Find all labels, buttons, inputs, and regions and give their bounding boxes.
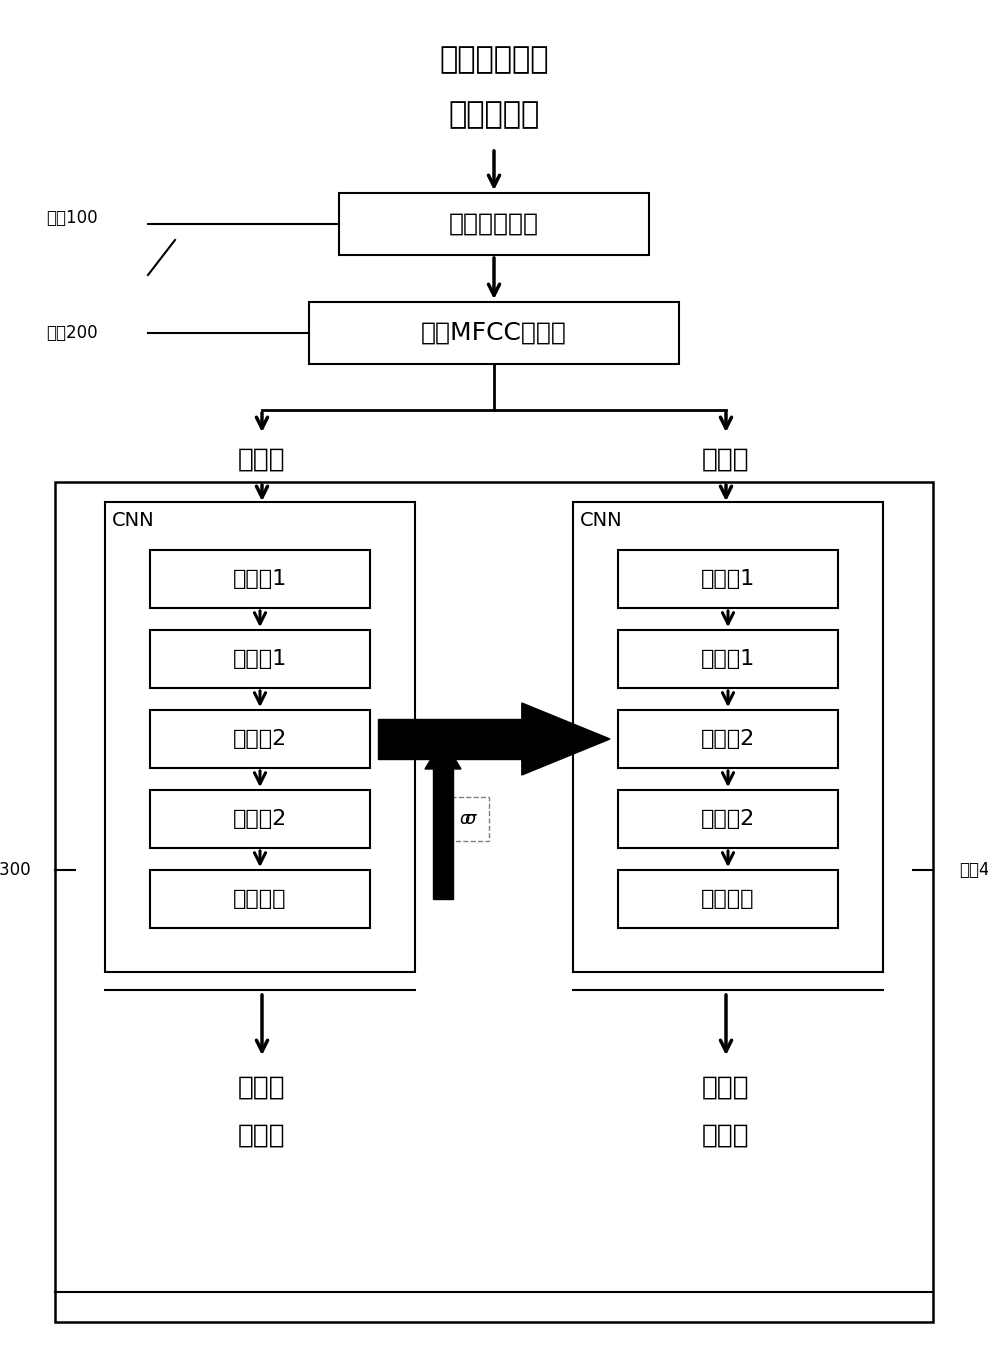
Bar <box>150 630 370 688</box>
Bar <box>618 790 838 848</box>
Bar <box>55 483 933 1322</box>
Text: 卷积刲2: 卷积刲2 <box>233 729 288 749</box>
Bar <box>309 302 679 364</box>
Bar <box>150 790 370 848</box>
Polygon shape <box>425 740 461 770</box>
Bar <box>339 193 649 256</box>
Text: 池化刲2: 池化刲2 <box>700 809 755 828</box>
Text: 输出数: 输出数 <box>702 1074 750 1100</box>
Text: 提取MFCC特征量: 提取MFCC特征量 <box>421 321 567 344</box>
Text: 步骤300: 步骤300 <box>0 861 31 879</box>
Text: 池化刲1: 池化刲1 <box>700 649 755 668</box>
Text: 卷积刲1: 卷积刲1 <box>233 569 288 589</box>
Bar <box>618 709 838 768</box>
Bar <box>618 550 838 608</box>
Bar <box>618 869 838 928</box>
Bar <box>150 709 370 768</box>
Text: 测试集: 测试集 <box>702 447 750 473</box>
Text: σ: σ <box>459 811 470 828</box>
Text: CNN: CNN <box>112 510 154 529</box>
Text: 降采样预处理: 降采样预处理 <box>449 212 539 236</box>
Text: 步骤200: 步骤200 <box>46 324 98 342</box>
Text: 池化刲1: 池化刲1 <box>233 649 288 668</box>
Bar <box>573 502 883 972</box>
Text: 卷积刲2: 卷积刲2 <box>700 729 755 749</box>
Text: 据类型: 据类型 <box>238 1124 286 1150</box>
Bar <box>105 502 415 972</box>
Text: 全连接层: 全连接层 <box>233 889 287 909</box>
Bar <box>433 770 453 899</box>
Bar <box>150 869 370 928</box>
Bar <box>378 719 522 759</box>
Text: 据类型: 据类型 <box>702 1124 750 1150</box>
Text: 步骤100: 步骤100 <box>46 209 98 227</box>
Polygon shape <box>522 703 610 775</box>
Text: σ: σ <box>464 811 475 828</box>
Text: 超声波数据: 超声波数据 <box>449 101 539 130</box>
Bar <box>451 797 489 841</box>
Text: 采集局部放电: 采集局部放电 <box>440 45 548 74</box>
Text: 训练集: 训练集 <box>238 447 286 473</box>
Text: 步骤400: 步骤400 <box>959 861 988 879</box>
Text: 卷积刲1: 卷积刲1 <box>700 569 755 589</box>
Bar <box>618 630 838 688</box>
Text: CNN: CNN <box>580 510 622 529</box>
Text: 池化刲2: 池化刲2 <box>233 809 288 828</box>
Bar <box>150 550 370 608</box>
Text: 输出数: 输出数 <box>238 1074 286 1100</box>
Text: 全连接层: 全连接层 <box>701 889 755 909</box>
